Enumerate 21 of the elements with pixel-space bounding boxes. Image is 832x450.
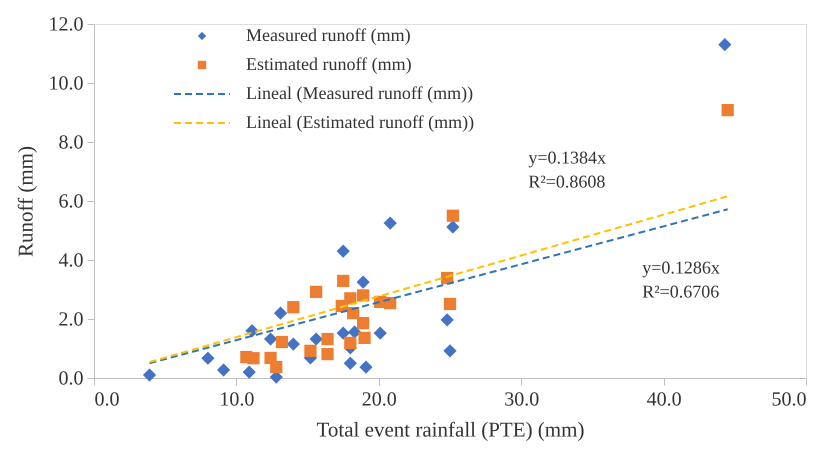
annotation: y=0.1384x R²=0.8608 <box>528 148 606 192</box>
x-tick-label: 40.0 <box>646 388 682 410</box>
y-tick-label: 12.0 <box>48 14 84 36</box>
legend-label: Measured runoff (mm) <box>246 25 411 45</box>
x-tick-label: 10.0 <box>219 388 254 410</box>
y-tick-label: 2.0 <box>58 308 84 330</box>
legend-label: Estimated runoff (mm) <box>246 54 412 74</box>
x-tick-label: 50.0 <box>772 388 806 410</box>
y-tick-label: 4.0 <box>58 250 84 272</box>
y-axis-title: Runoff (mm) <box>14 146 38 258</box>
x-axis-title: Total event rainfall (PTE) (mm) <box>316 418 584 442</box>
legend-label: Lineal (Measured runoff (mm)) <box>246 83 474 103</box>
y-tick-label: 10.0 <box>48 72 84 94</box>
x-tick-label: 30.0 <box>504 388 540 410</box>
y-tick-label: 0.0 <box>58 368 84 390</box>
x-tick-label: 20.0 <box>362 388 397 410</box>
annotation: y=0.1286x R²=0.6706 <box>642 257 720 302</box>
y-tick-label: 8.0 <box>58 132 84 154</box>
legend-label: Lineal (Estimated runoff (mm)) <box>246 112 474 132</box>
y-tick-label: 6.0 <box>58 190 84 212</box>
x-tick-label: 0.0 <box>94 388 120 410</box>
